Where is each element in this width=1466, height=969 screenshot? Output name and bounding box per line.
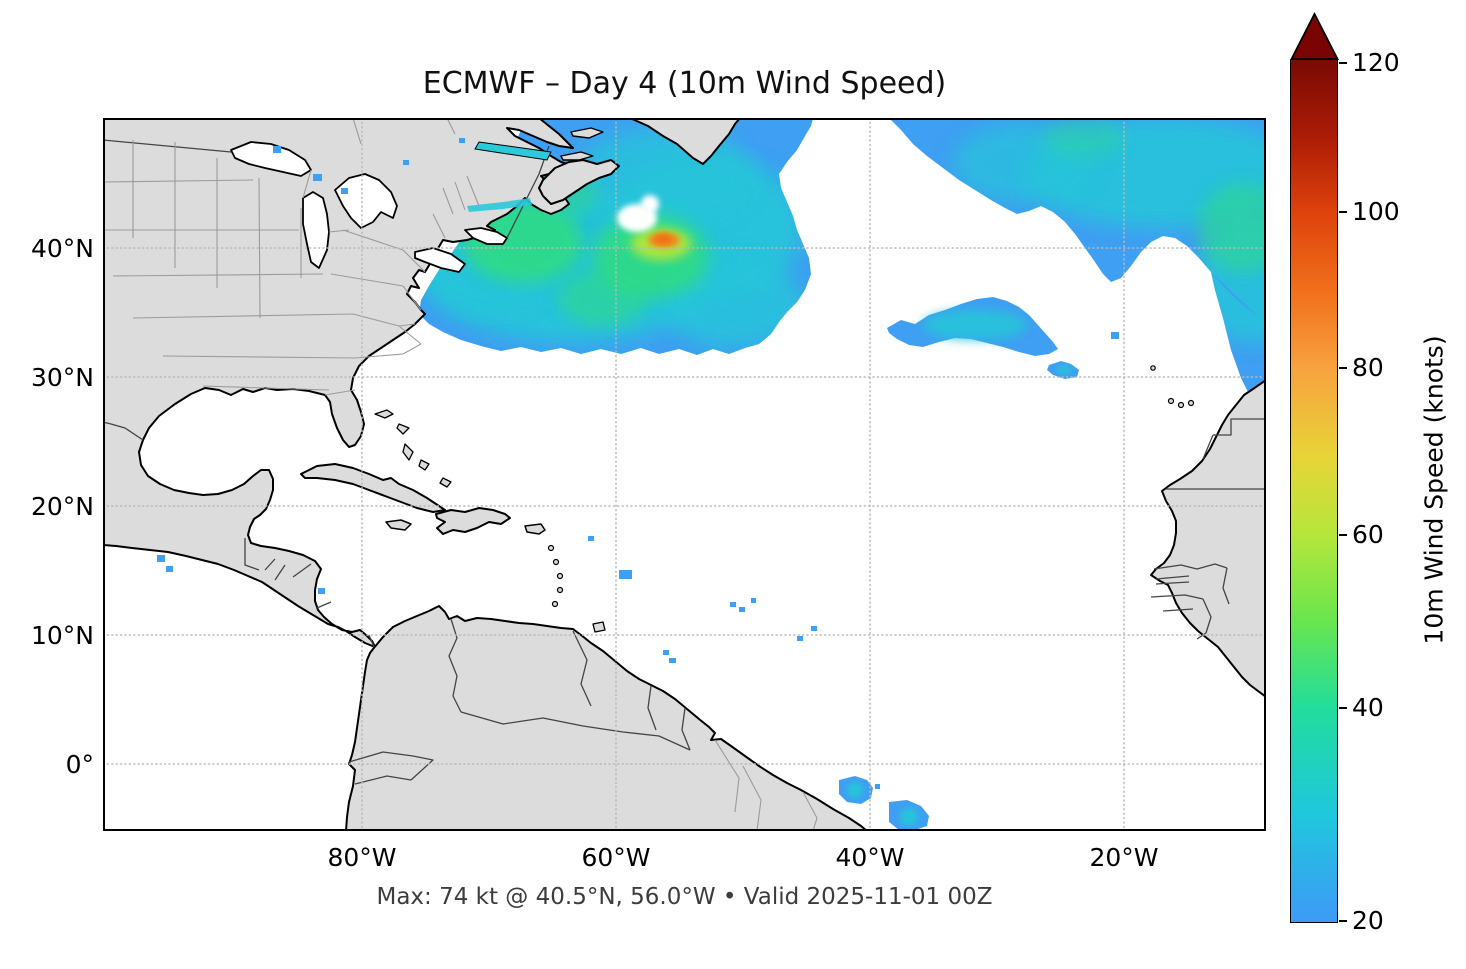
wind-patches-scattered [588,536,929,830]
colorbar-tick-label-80: 80 [1352,353,1384,382]
land-hispaniola [435,507,511,535]
country-borders [103,139,1266,785]
colorbar-axis-label: 10m Wind Speed (knots) [1419,335,1449,645]
colorbar-tick-label-60: 60 [1352,520,1384,549]
colorbar-tick-40 [1339,707,1347,709]
wind-over-land-patches [157,138,552,594]
colorbar-tick-label-40: 40 [1352,693,1384,722]
land-nova-scotia [538,159,620,205]
land-africa [1150,379,1266,698]
figure-caption: Max: 74 kt @ 40.5°N, 56.0°W • Valid 2025… [376,884,993,910]
land-canary-islands [1150,365,1195,409]
tehuantepec-wind-patch [157,555,165,562]
land-lesser-antilles [547,544,564,608]
x-tick-label-40w: 40°W [835,843,905,872]
st-lawrence-wind-strip [474,141,552,161]
colorbar-tick-20 [1339,920,1347,922]
axes-frame [103,118,1266,831]
land-bahamas [374,409,452,488]
wind-field-northeast-atlantic [889,118,1266,418]
nicaragua-wind-patch [318,588,325,594]
colorbar-gradient [1290,59,1338,923]
land-north-america [103,118,574,648]
colorbar-tick-label-20: 20 [1352,906,1384,935]
land-anticosti [570,127,604,139]
colorbar-tick-60 [1339,534,1347,536]
land-jamaica [385,519,412,531]
x-tick-label-60w: 60°W [581,843,651,872]
gridlines [103,118,1266,831]
colorbar-tick-120 [1339,62,1347,64]
y-tick-label-10n: 10°N [30,621,94,650]
y-tick-label-0: 0° [65,750,94,779]
x-tick-label-20w: 20°W [1089,843,1159,872]
x-tick-label-80w: 80°W [327,843,397,872]
y-tick-label-40n: 40°N [30,234,94,263]
land-trinidad [592,621,606,633]
colorbar-tick-label-100: 100 [1352,197,1400,226]
colorbar-extend-arrow [1290,12,1339,60]
land-cuba [300,463,446,513]
colorbar-tick-80 [1339,367,1347,369]
map-canvas [103,118,1266,831]
great-lakes [230,141,508,273]
land-newfoundland [629,118,741,165]
colorbar-tick-100 [1339,211,1347,213]
land-puerto-rico [524,523,546,535]
land-prince-edward [560,151,594,161]
colorbar-tick-label-120: 120 [1352,48,1400,77]
lake-ontario-wind-strip [467,198,532,212]
y-tick-label-30n: 30°N [30,363,94,392]
y-tick-label-20n: 20°N [30,492,94,521]
figure-title: ECMWF – Day 4 (10m Wind Speed) [422,66,947,101]
state-borders [103,118,818,831]
wind-field-central-band [887,297,1119,379]
